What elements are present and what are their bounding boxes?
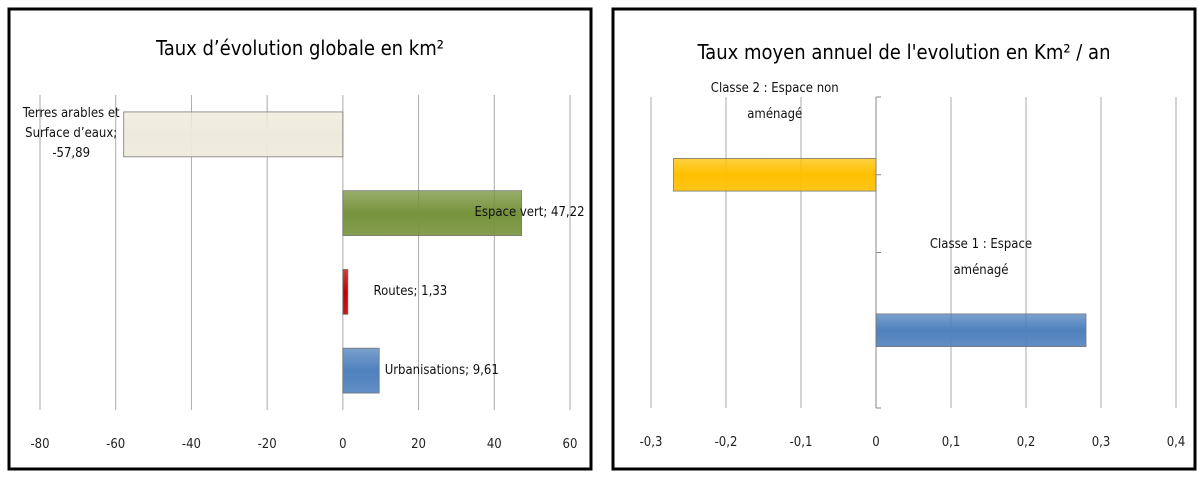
- data-label: Terres arables et Surface d’eaux; -57,89: [22, 106, 120, 162]
- x-tick-label: -20: [257, 437, 277, 452]
- chart-title: Taux moyen annuel de l'evolution en Km² …: [697, 40, 1111, 64]
- bar: [673, 158, 877, 192]
- bar: [123, 111, 344, 158]
- data-label: Espace vert; 47,22: [474, 205, 585, 221]
- category-label: Classe 2 : Espace non aménagé: [710, 81, 839, 123]
- bar: [875, 313, 1087, 347]
- x-tick-label: -40: [181, 437, 201, 452]
- category-label: Classe 1 : Espace aménagé: [929, 236, 1033, 278]
- x-tick-label: -0,1: [789, 435, 813, 450]
- panel: [611, 7, 1197, 471]
- x-tick-label: 40: [486, 437, 502, 452]
- x-tick-label: -0,3: [639, 435, 663, 450]
- chart-title: Taux d’évolution globale en km²: [156, 36, 444, 60]
- bar: [342, 269, 349, 315]
- x-tick-label: 0,1: [941, 435, 961, 450]
- x-tick-label: 0,3: [1091, 435, 1111, 450]
- x-tick-label: -80: [30, 437, 50, 452]
- x-tick-label: 0,4: [1166, 435, 1186, 450]
- x-tick-label: 0: [339, 437, 347, 452]
- x-tick-label: -0,2: [714, 435, 738, 450]
- x-tick-label: 20: [411, 437, 426, 452]
- x-tick-label: -60: [106, 437, 126, 452]
- x-tick-label: 60: [562, 437, 578, 452]
- bar: [342, 190, 523, 236]
- data-label: Routes; 1,33: [373, 283, 448, 299]
- data-label: Urbanisations; 9,61: [384, 362, 499, 378]
- x-tick-label: 0: [872, 435, 880, 450]
- x-tick-label: 0,2: [1016, 435, 1036, 450]
- bar: [342, 347, 380, 394]
